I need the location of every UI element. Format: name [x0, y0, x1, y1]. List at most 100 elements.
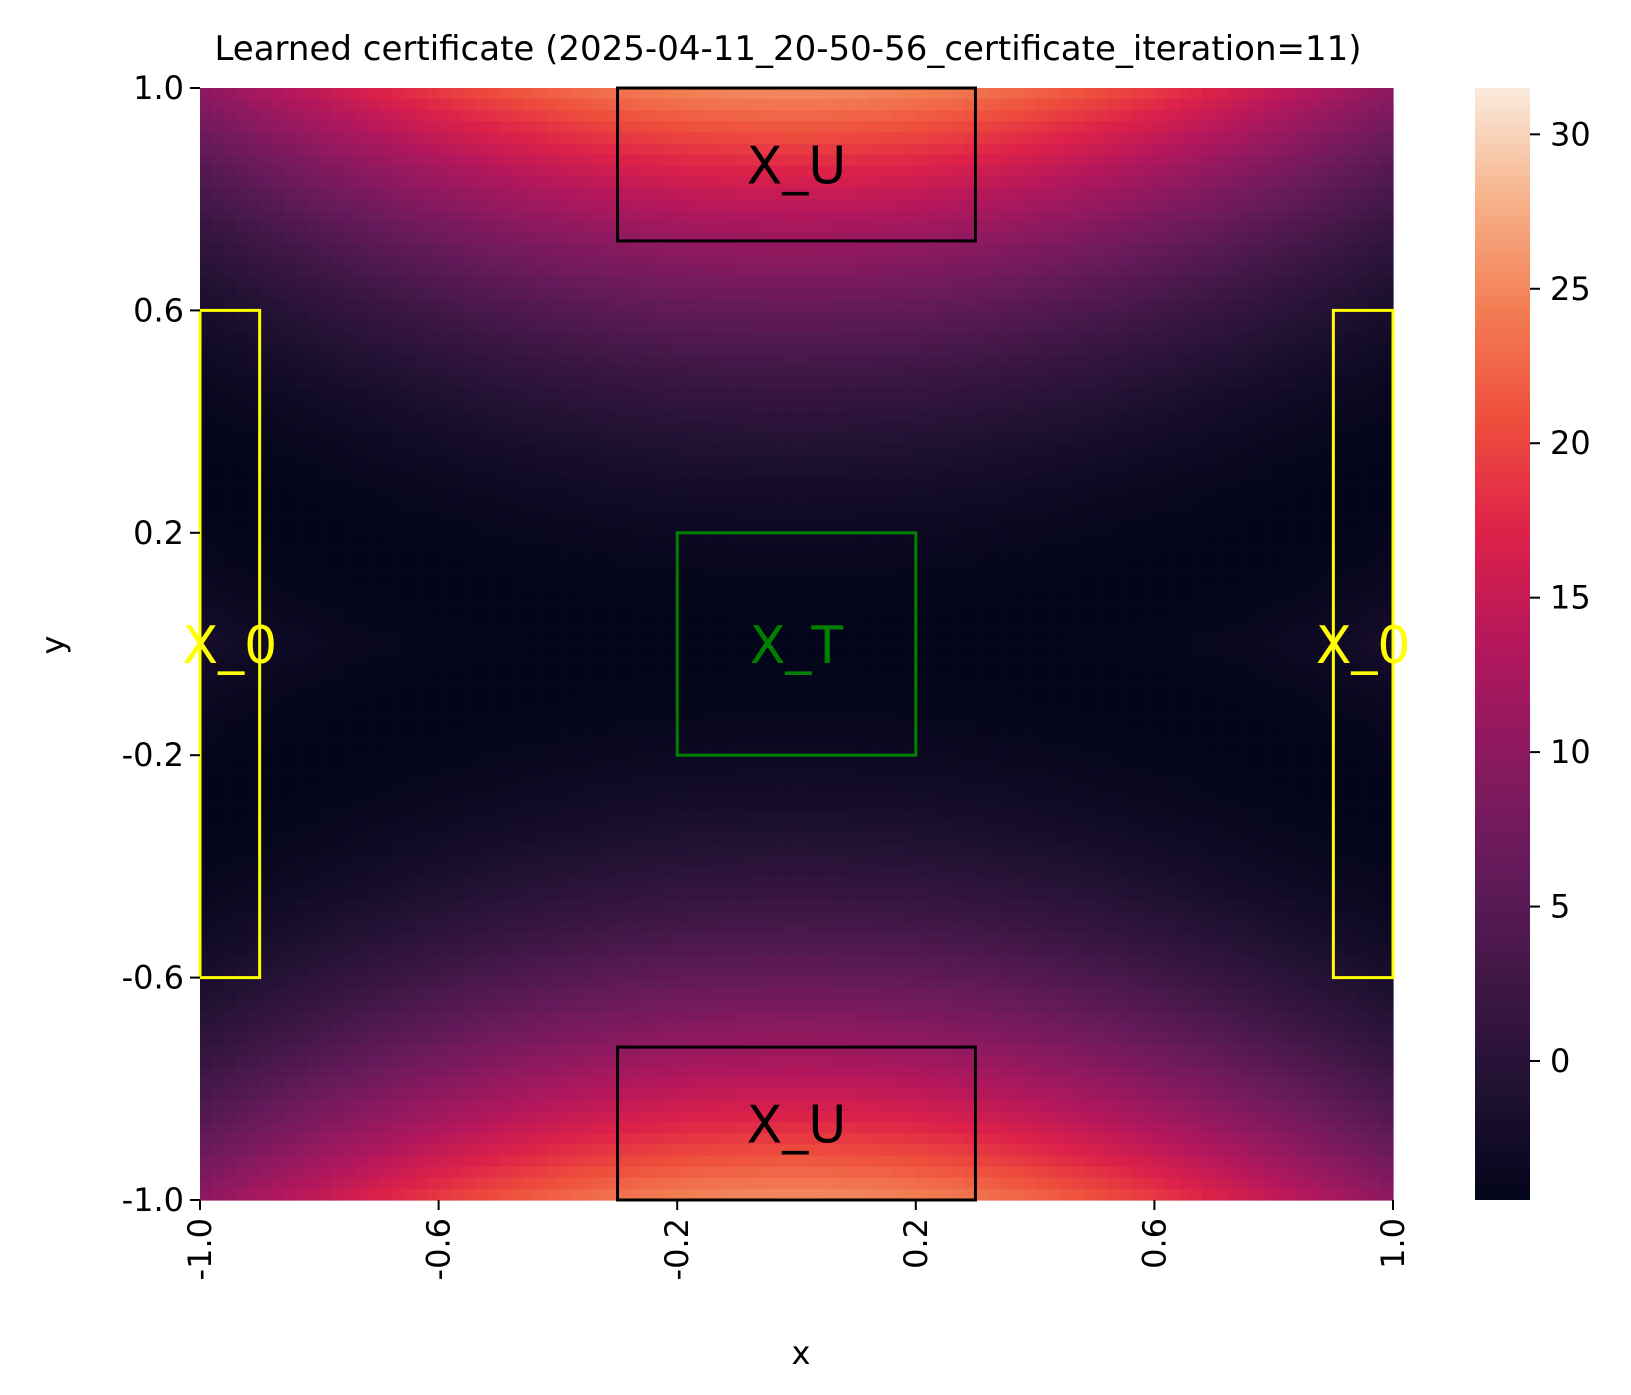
- heatmap-cell: [701, 332, 714, 345]
- heatmap-cell: [1011, 543, 1024, 556]
- heatmap-cell: [1285, 577, 1299, 589]
- heatmap-cell: [271, 165, 285, 178]
- heatmap-cell: [1261, 632, 1275, 645]
- heatmap-cell: [331, 621, 344, 634]
- heatmap-cell: [1094, 632, 1108, 645]
- heatmap-cell: [331, 210, 344, 223]
- heatmap-cell: [1166, 176, 1179, 189]
- heatmap-cell: [820, 154, 833, 167]
- heatmap-cell: [1261, 521, 1275, 534]
- heatmap-cell: [534, 510, 547, 523]
- heatmap-cell: [319, 466, 332, 478]
- heatmap-cell: [1273, 510, 1287, 523]
- heatmap-cell: [856, 221, 869, 234]
- heatmap-cell: [367, 599, 380, 612]
- heatmap-cell: [367, 354, 380, 367]
- heatmap-cell: [211, 299, 225, 311]
- heatmap-cell: [450, 176, 464, 189]
- heatmap-cell: [832, 377, 845, 389]
- heatmap-cell: [1035, 421, 1048, 434]
- heatmap-cell: [390, 265, 404, 278]
- heatmap-cell: [999, 332, 1012, 345]
- heatmap-cell: [247, 221, 261, 234]
- heatmap-cell: [641, 454, 654, 467]
- heatmap-cell: [462, 288, 475, 300]
- heatmap-cell: [1273, 588, 1287, 601]
- heatmap-cell: [1237, 88, 1251, 100]
- heatmap-cell: [891, 199, 905, 211]
- heatmap-cell: [534, 254, 547, 267]
- heatmap-cell: [390, 488, 404, 501]
- heatmap-cell: [593, 410, 607, 423]
- heatmap-cell: [390, 288, 404, 300]
- heatmap-cell: [522, 443, 535, 456]
- heatmap-cell: [545, 555, 559, 567]
- heatmap-cell: [784, 521, 798, 534]
- heatmap-cell: [1333, 232, 1346, 245]
- heatmap-cell: [1023, 421, 1036, 434]
- heatmap-cell: [1082, 610, 1096, 623]
- heatmap-cell: [247, 388, 261, 400]
- heatmap-cell: [712, 99, 726, 111]
- heatmap-cell: [689, 399, 702, 412]
- heatmap-cell: [557, 165, 571, 178]
- heatmap-cell: [724, 132, 738, 145]
- heatmap-cell: [1106, 288, 1120, 300]
- heatmap-cell: [235, 176, 249, 189]
- heatmap-cell: [498, 632, 511, 645]
- heatmap-cell: [1154, 321, 1167, 334]
- heatmap-cell: [367, 154, 380, 167]
- heatmap-cell: [1166, 410, 1179, 423]
- heatmap-cell: [1333, 277, 1346, 289]
- heatmap-cell: [1166, 610, 1179, 623]
- heatmap-cell: [963, 299, 977, 311]
- heatmap-cell: [211, 254, 225, 267]
- heatmap-cell: [939, 532, 953, 545]
- heatmap-cell: [462, 165, 475, 178]
- heatmap-cell: [510, 532, 523, 545]
- heatmap-cell: [1166, 277, 1179, 289]
- heatmap-cell: [1154, 443, 1167, 456]
- heatmap-cell: [760, 599, 774, 612]
- heatmap-cell: [1297, 165, 1311, 178]
- heatmap-cell: [868, 543, 881, 556]
- heatmap-cell: [426, 232, 440, 245]
- heatmap-cell: [987, 321, 1000, 334]
- heatmap-cell: [1225, 221, 1239, 234]
- heatmap-cell: [331, 488, 344, 501]
- heatmap-cell: [689, 555, 702, 567]
- heatmap-cell: [1309, 566, 1323, 578]
- heatmap-cell: [1297, 499, 1311, 512]
- heatmap-cell: [724, 165, 738, 178]
- heatmap-cell: [641, 588, 654, 601]
- heatmap-cell: [295, 277, 308, 289]
- heatmap-cell: [1321, 477, 1334, 489]
- heatmap-cell: [617, 88, 631, 100]
- heatmap-cell: [856, 610, 869, 623]
- heatmap-cell: [1047, 599, 1060, 612]
- heatmap-cell: [689, 277, 702, 289]
- heatmap-cell: [1106, 410, 1120, 423]
- heatmap-cell: [534, 555, 547, 567]
- heatmap-cell: [1058, 621, 1072, 634]
- heatmap-cell: [569, 621, 583, 634]
- heatmap-cell: [1225, 154, 1239, 167]
- heatmap-cell: [367, 399, 380, 412]
- heatmap-cell: [868, 577, 881, 589]
- heatmap-cell: [1011, 510, 1024, 523]
- heatmap-cell: [450, 232, 464, 245]
- heatmap-cell: [1273, 432, 1287, 445]
- heatmap-cell: [1118, 332, 1132, 345]
- heatmap-cell: [1178, 310, 1191, 323]
- heatmap-cell: [605, 466, 619, 478]
- heatmap-cell: [1047, 477, 1060, 489]
- heatmap-cell: [1190, 154, 1203, 167]
- heatmap-cell: [796, 577, 810, 589]
- heatmap-cell: [343, 477, 356, 489]
- heatmap-cell: [486, 599, 499, 612]
- heatmap-cell: [1297, 454, 1311, 467]
- heatmap-cell: [629, 566, 643, 578]
- heatmap-cell: [1345, 121, 1358, 134]
- heatmap-cell: [856, 321, 869, 334]
- heatmap-cell: [1047, 499, 1060, 512]
